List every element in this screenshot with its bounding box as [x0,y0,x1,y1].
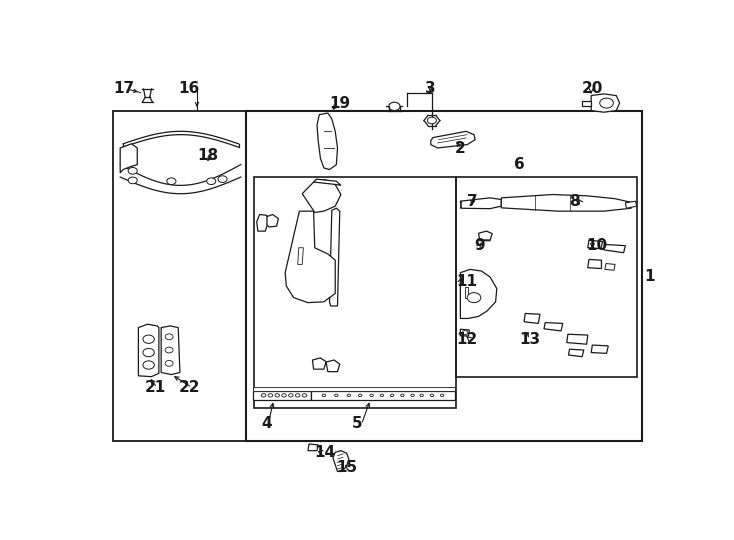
Circle shape [268,394,272,397]
Circle shape [411,394,414,396]
Circle shape [295,394,300,397]
Circle shape [288,394,293,397]
Polygon shape [591,345,608,353]
Circle shape [401,394,404,396]
Circle shape [358,394,362,396]
Circle shape [282,394,286,397]
Text: 8: 8 [570,194,580,208]
Text: 6: 6 [514,157,525,172]
Polygon shape [501,194,633,211]
Text: 17: 17 [113,82,134,97]
Circle shape [143,361,154,369]
Polygon shape [311,391,454,400]
Polygon shape [544,322,563,331]
Polygon shape [313,179,341,185]
Circle shape [335,394,338,396]
Circle shape [600,98,614,108]
Circle shape [143,335,154,343]
Polygon shape [308,444,318,451]
Polygon shape [460,329,470,336]
Circle shape [322,394,326,396]
Circle shape [390,394,394,396]
Polygon shape [313,358,326,369]
Polygon shape [120,144,137,173]
Text: 20: 20 [582,82,603,97]
Text: 9: 9 [474,238,484,253]
Circle shape [427,117,437,124]
Polygon shape [267,214,278,227]
Circle shape [128,177,137,184]
Circle shape [380,394,384,396]
Bar [456,177,636,377]
Circle shape [302,394,307,397]
Polygon shape [253,387,454,391]
Polygon shape [285,211,335,302]
Ellipse shape [389,102,400,111]
Text: 19: 19 [330,96,351,111]
Polygon shape [591,94,619,112]
Polygon shape [568,349,584,357]
Polygon shape [257,214,268,231]
Bar [254,177,456,408]
Polygon shape [605,264,615,270]
Polygon shape [465,287,468,299]
Text: 11: 11 [456,274,477,288]
Polygon shape [298,248,303,265]
Circle shape [468,293,481,302]
Circle shape [430,394,434,396]
Circle shape [207,178,216,185]
Polygon shape [431,131,475,148]
Polygon shape [253,391,311,400]
Circle shape [128,167,137,174]
Circle shape [420,394,424,396]
Polygon shape [582,100,591,105]
Circle shape [275,394,280,397]
Circle shape [261,394,266,397]
Circle shape [165,334,173,340]
Polygon shape [330,208,340,306]
Text: 21: 21 [145,380,166,395]
Circle shape [165,360,173,366]
Polygon shape [588,240,603,248]
Text: 13: 13 [520,332,541,347]
Circle shape [440,394,444,396]
Polygon shape [161,326,180,375]
Circle shape [143,348,154,357]
Circle shape [167,178,176,185]
Text: 5: 5 [352,416,363,431]
Text: 3: 3 [425,82,435,97]
Circle shape [218,176,227,183]
Bar [247,111,642,441]
Polygon shape [479,231,493,241]
Text: 7: 7 [468,194,478,208]
Bar [113,111,247,441]
Text: 10: 10 [586,238,608,253]
Polygon shape [326,360,340,372]
Text: 15: 15 [336,460,357,475]
Polygon shape [317,113,338,170]
Text: 12: 12 [456,332,477,347]
Text: 16: 16 [178,82,200,97]
Circle shape [462,330,468,335]
Polygon shape [625,201,636,208]
Polygon shape [139,324,159,377]
Polygon shape [460,269,497,319]
Text: 18: 18 [197,148,219,163]
Text: 2: 2 [454,141,465,156]
Polygon shape [588,259,601,268]
Circle shape [165,347,173,353]
Text: 14: 14 [315,445,336,460]
Circle shape [347,394,351,396]
Polygon shape [603,245,625,253]
Text: 22: 22 [179,380,200,395]
Polygon shape [333,451,349,471]
Text: 4: 4 [261,416,272,431]
Circle shape [370,394,374,396]
Polygon shape [460,198,501,208]
Polygon shape [567,334,588,344]
Polygon shape [302,180,341,212]
Polygon shape [524,313,540,323]
Text: 1: 1 [644,269,655,285]
